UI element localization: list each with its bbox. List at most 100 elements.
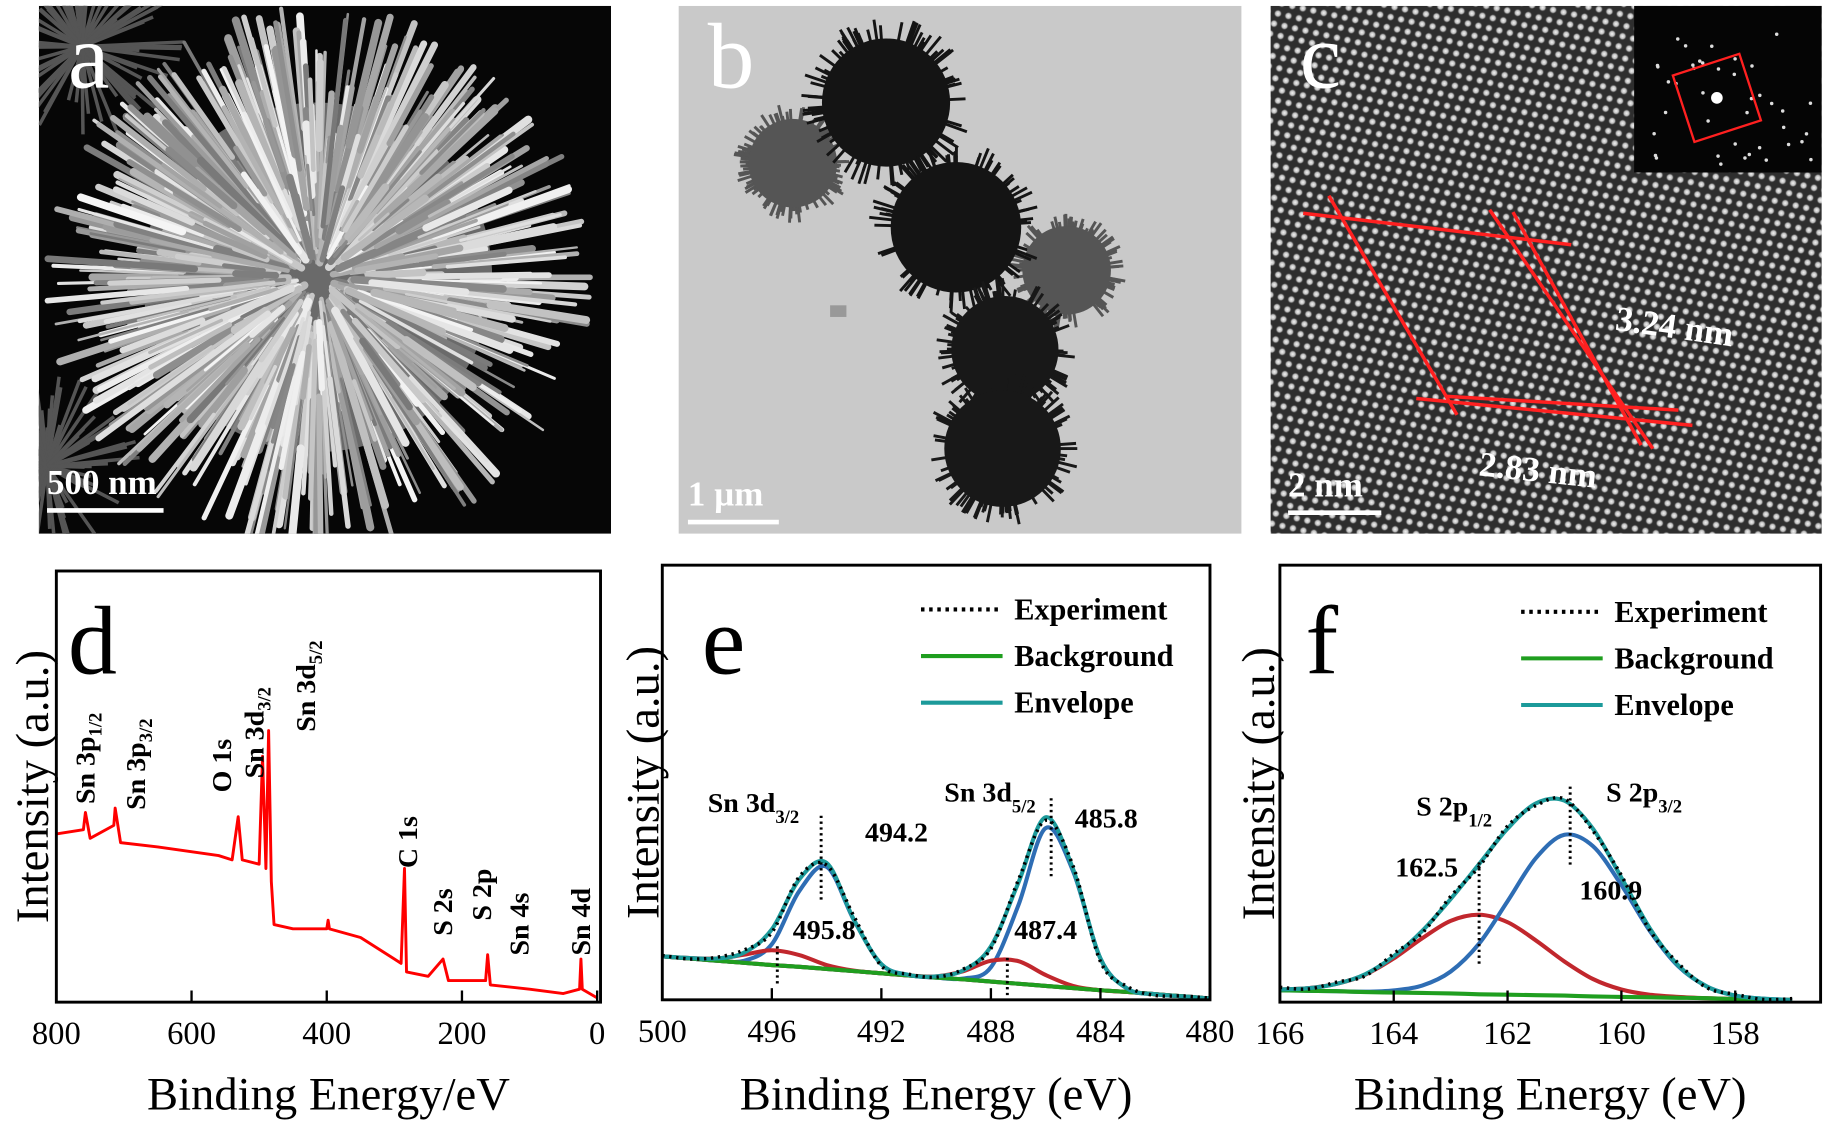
x-tick-label: 500 <box>638 1014 687 1050</box>
petal <box>456 317 552 351</box>
petal <box>422 186 513 232</box>
petal <box>80 45 123 143</box>
petal <box>171 72 236 160</box>
debris <box>830 305 847 317</box>
petal <box>345 18 383 149</box>
x-tick-label: 162 <box>1483 1016 1532 1052</box>
peak-annotation: S 2s <box>428 888 459 936</box>
x-tick-label: 166 <box>1255 1016 1304 1052</box>
diffraction-spot <box>1691 63 1695 67</box>
petal <box>244 316 286 367</box>
petal <box>273 20 303 172</box>
petal <box>38 44 83 61</box>
petal <box>154 412 216 493</box>
plot-frame <box>1278 563 1823 1004</box>
petal <box>38 442 49 467</box>
petal <box>45 424 62 467</box>
petal <box>38 44 83 49</box>
petal <box>46 464 95 487</box>
petal <box>331 317 373 422</box>
petal <box>119 317 206 354</box>
peak-annotation: Sn 3d3/2 <box>239 687 276 778</box>
diffraction-spot <box>1716 154 1720 158</box>
particle <box>890 161 1022 293</box>
peak-value: 160.9 <box>1579 876 1642 907</box>
petal <box>87 280 205 292</box>
particle <box>748 118 838 208</box>
legend-label: Background <box>1614 641 1773 675</box>
x-tick-label: 488 <box>966 1014 1015 1050</box>
data-line <box>662 818 1211 1000</box>
petal <box>38 45 84 93</box>
petal <box>340 194 429 262</box>
petal <box>334 222 440 273</box>
petal <box>107 277 222 286</box>
annotation-text: Sn 4d <box>565 887 596 955</box>
petal <box>249 365 277 421</box>
diffraction-spot <box>1716 67 1721 71</box>
annotation-text: O 1s <box>206 739 237 793</box>
petal <box>351 317 427 403</box>
petal <box>213 244 290 273</box>
annotation-subscript: 5/2 <box>1012 796 1036 817</box>
petal <box>308 338 319 501</box>
petal <box>233 145 268 197</box>
x-tick-label: 496 <box>747 1014 796 1050</box>
petal <box>352 379 377 442</box>
annotation-text: Sn 3d <box>944 778 1012 809</box>
petal <box>96 121 284 255</box>
diffraction-spot <box>1656 65 1660 69</box>
petal <box>77 207 216 250</box>
legend-label: Experiment <box>1014 592 1167 626</box>
particle <box>821 38 951 167</box>
petal <box>136 341 251 452</box>
petal <box>254 354 301 534</box>
petal <box>408 376 489 463</box>
lattice-marker <box>1445 394 1679 412</box>
petal <box>278 350 306 470</box>
petal <box>38 391 49 467</box>
petal <box>80 45 142 111</box>
diffraction-spot <box>1750 64 1754 68</box>
petal <box>81 40 184 49</box>
panel-label: e <box>702 588 745 696</box>
peak-value: 494.2 <box>865 817 928 848</box>
petal <box>121 203 205 238</box>
plot-frame <box>660 563 1212 1002</box>
petal <box>100 280 276 305</box>
petal <box>373 107 499 225</box>
petal <box>80 5 96 48</box>
petal <box>307 77 316 172</box>
panel-label: f <box>1306 588 1339 696</box>
diffraction-spot <box>1781 125 1786 130</box>
annotation-text: C 1s <box>392 816 423 868</box>
petal <box>376 45 419 136</box>
y-axis-label: Intensity (a.u.) <box>1233 647 1285 920</box>
diffraction-spot <box>1764 158 1769 162</box>
diffraction-spot <box>1706 119 1710 123</box>
diffraction-spot <box>1710 44 1714 49</box>
petal <box>356 43 399 154</box>
particle <box>1022 226 1111 315</box>
petal <box>327 376 351 529</box>
legend-label: Envelope <box>1614 688 1733 722</box>
petal <box>383 360 446 436</box>
petal <box>80 5 133 48</box>
petal <box>136 295 237 322</box>
petal <box>208 287 279 312</box>
petal <box>344 183 390 241</box>
petal <box>419 108 486 175</box>
petal <box>320 17 348 229</box>
petal <box>240 171 303 255</box>
petal <box>352 113 430 224</box>
micrograph <box>38 5 612 534</box>
petal <box>45 386 63 467</box>
annotation-text: Sn 3d <box>708 788 776 819</box>
petal <box>395 199 451 235</box>
micrograph <box>1270 5 1822 534</box>
petal <box>384 320 482 387</box>
petal <box>342 124 409 233</box>
petal <box>186 337 264 424</box>
petal <box>44 255 199 273</box>
